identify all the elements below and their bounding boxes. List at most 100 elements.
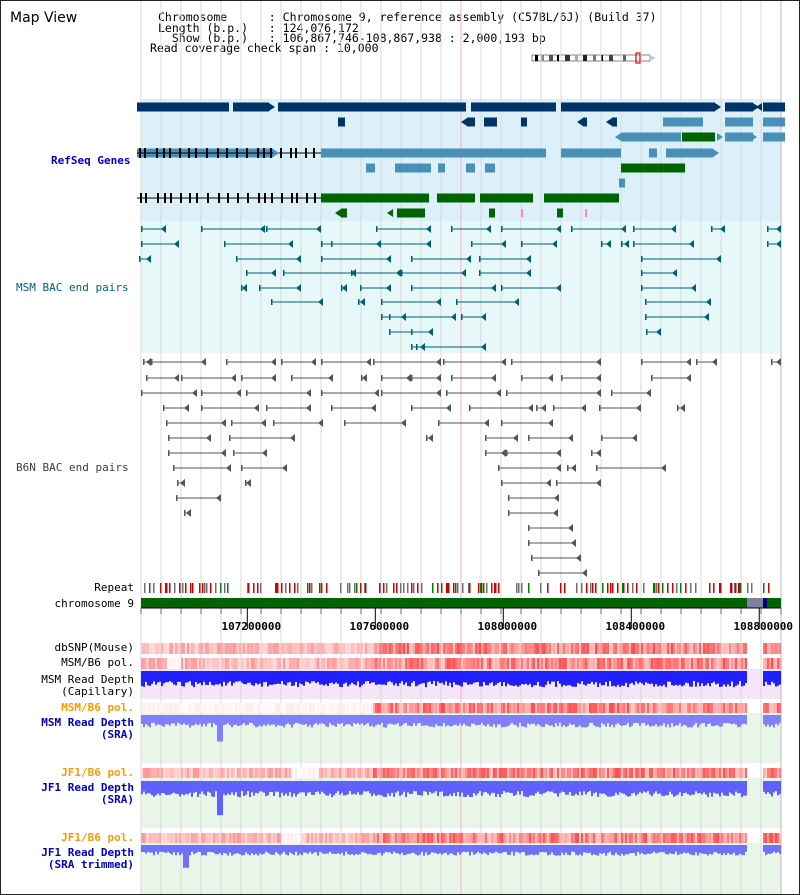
jf1-trim-depth-bar xyxy=(351,845,353,854)
msm-pol2-cell xyxy=(141,703,143,713)
jf1-sra-depth-bar xyxy=(399,781,401,796)
msm-pol2-cell xyxy=(731,703,733,713)
msm-capillary-depth-bar xyxy=(235,671,237,682)
repeat-mark xyxy=(740,583,742,593)
jf1-sra-depth-bar xyxy=(401,781,403,795)
msm-sra-depth-bar xyxy=(745,715,747,725)
dbsnp-cell xyxy=(697,643,699,654)
jf1-trim-depth-bar xyxy=(731,845,733,855)
repeat-mark xyxy=(224,583,226,593)
msm-capillary-depth-bar xyxy=(257,671,259,685)
msm-sra-depth-bar xyxy=(775,715,777,724)
repeat-mark xyxy=(248,583,250,593)
jf1-trim-depth-bar xyxy=(433,845,435,853)
msm-capillary-depth-bar xyxy=(469,671,471,685)
jf1-pol-cell xyxy=(593,768,595,778)
dbsnp-cell xyxy=(215,643,217,654)
dbsnp-cell xyxy=(395,643,397,654)
gene-exon xyxy=(206,148,208,158)
msm-pol-cell xyxy=(607,658,609,669)
jf1-pol-cell xyxy=(413,768,415,778)
gene-feature xyxy=(438,163,445,173)
b6n-bac-pair-end xyxy=(611,390,613,396)
jf1-sra-depth-bar xyxy=(765,781,767,794)
jf1-pol2-cell xyxy=(717,833,719,843)
jf1-trim-depth-bar xyxy=(217,845,219,855)
msm-sra-depth-bar xyxy=(337,715,339,724)
msm-pol2-cell xyxy=(175,703,177,713)
msm-pol2-cell xyxy=(313,703,315,713)
repeat-mark xyxy=(719,583,721,593)
msm-pol2-cell xyxy=(487,703,489,713)
msm-capillary-depth-bar xyxy=(327,671,329,686)
jf1-pol-cell xyxy=(673,768,675,778)
msm-pol-cell xyxy=(455,658,457,669)
jf1-trim-depth-bar xyxy=(451,845,453,854)
jf1-pol2-cell xyxy=(369,833,371,843)
msm-sra-depth-bar xyxy=(223,715,225,725)
jf1-pol-cell xyxy=(383,768,385,778)
jf1-pol-cell xyxy=(515,768,517,778)
msm-capillary-depth-bar xyxy=(777,671,779,686)
refseq-genes-label: RefSeq Genes xyxy=(51,154,131,167)
jf1-pol2-cell xyxy=(305,833,307,843)
msm-pol2-cell xyxy=(495,703,497,713)
msm-pol-cell xyxy=(661,658,663,669)
jf1-pol2-cell xyxy=(575,833,577,843)
b6n-bac-pair-end xyxy=(321,359,323,365)
jf1-pol2-cell xyxy=(233,833,235,843)
jf1-pol-cell xyxy=(345,768,347,778)
jf1-sra-depth-bar xyxy=(181,781,183,795)
dbsnp-cell xyxy=(373,643,375,654)
msm-pol-cell xyxy=(701,658,703,669)
coverage-key: Read coverage check span xyxy=(150,41,317,55)
msm-bac-pair-arrow xyxy=(461,269,466,277)
jf1-sra-depth-bar xyxy=(479,781,481,791)
msm-sra-depth-bar xyxy=(565,715,567,728)
jf1-pol-cell xyxy=(663,768,665,778)
dbsnp-cell xyxy=(479,643,481,654)
jf1-sra-depth-bar xyxy=(339,781,341,795)
jf1-pol2-cell xyxy=(293,833,295,843)
jf1-pol-cell xyxy=(285,768,287,778)
msm-sra-depth-bar xyxy=(721,715,723,727)
msm-capillary-depth-bar xyxy=(533,671,535,686)
jf1-pol2-cell xyxy=(317,833,319,843)
jf1-pol-cell xyxy=(147,768,149,778)
jf1-sra-depth-bar xyxy=(555,781,557,794)
jf1-sra-depth-bar xyxy=(145,781,147,795)
jf1-pol-cell xyxy=(335,768,337,778)
jf1-trim-depth-bar xyxy=(465,845,467,853)
jf1-sra-depth-bar xyxy=(369,781,371,794)
jf1-pol-cell xyxy=(499,768,501,778)
chromosome-ideogram[interactable] xyxy=(529,52,657,66)
jf1-pol-cell xyxy=(641,768,643,778)
msm-pol-cell xyxy=(707,658,709,669)
msm-bac-pair-end xyxy=(331,241,333,247)
jf1-pol2-cell xyxy=(727,833,729,843)
jf1-trim-depth-bar xyxy=(701,845,703,854)
b6n-bac-pair-arrow xyxy=(428,434,433,442)
msm-sra-depth-bar xyxy=(321,715,323,724)
msm-sra-depth-bar xyxy=(201,715,203,727)
jf1-pol2-cell xyxy=(561,833,563,843)
b6n-bac-pair-arrow xyxy=(201,358,206,366)
jf1-trim-depth-bar xyxy=(355,845,357,854)
jf1-sra-depth-bar xyxy=(741,781,743,798)
jf1-pol-cell xyxy=(741,768,743,778)
jf1-trim-depth-bar xyxy=(435,845,437,854)
jf1-trim-depth-bar xyxy=(599,845,601,854)
jf1-pol-cell xyxy=(441,768,443,778)
msm-capillary-depth-bar xyxy=(659,671,661,686)
dbsnp-cell xyxy=(631,643,633,654)
jf1-sra-depth-bar xyxy=(329,781,331,794)
msm-pol-cell xyxy=(221,658,223,669)
dbsnp-cell xyxy=(491,643,493,654)
jf1-depth-sra-label-1: JF1 Read Depth xyxy=(41,781,134,794)
dbsnp-cell xyxy=(147,643,149,654)
axis-tick-label: 108800000 xyxy=(733,620,793,633)
jf1-trim-depth-bar xyxy=(147,845,149,852)
msm-sra-depth-bar xyxy=(525,715,527,728)
